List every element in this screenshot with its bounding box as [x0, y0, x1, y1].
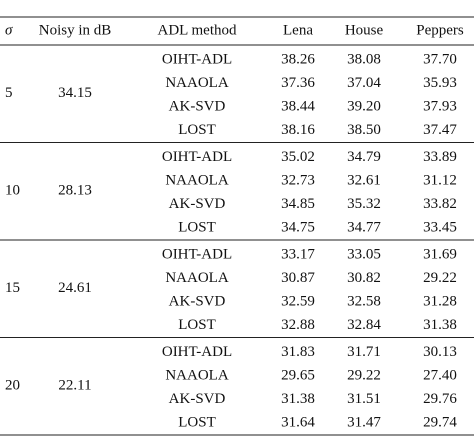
value-cell: 31.28	[423, 293, 457, 309]
value-cell: 37.47	[423, 122, 457, 138]
value-cell: 33.05	[347, 246, 381, 262]
value-cell: 31.83	[281, 344, 315, 360]
value-cell: 31.64	[281, 414, 315, 430]
value-cell: 30.13	[423, 344, 457, 360]
sigma-cell: 20	[5, 378, 20, 394]
value-cell: 33.89	[423, 149, 457, 165]
method-cell: NAAOLA	[165, 270, 228, 286]
header-cell: Peppers	[416, 22, 464, 38]
noisy-cell: 28.13	[58, 183, 92, 199]
value-cell: 33.17	[281, 246, 315, 262]
method-cell: OIHT-ADL	[162, 344, 232, 360]
value-cell: 35.02	[281, 149, 315, 165]
value-cell: 31.47	[347, 414, 381, 430]
method-cell: NAAOLA	[165, 172, 228, 188]
value-cell: 38.50	[347, 122, 381, 138]
value-cell: 39.20	[347, 98, 381, 114]
value-cell: 38.26	[281, 51, 315, 67]
method-cell: NAAOLA	[165, 75, 228, 91]
noisy-cell: 24.61	[58, 280, 92, 296]
method-cell: OIHT-ADL	[162, 51, 232, 67]
value-cell: 31.12	[423, 172, 457, 188]
header-cell: σ	[5, 22, 13, 38]
header-cell: Noisy in dB	[39, 22, 112, 38]
value-cell: 32.58	[347, 293, 381, 309]
method-cell: OIHT-ADL	[162, 246, 232, 262]
method-cell: AK-SVD	[169, 98, 226, 114]
sigma-cell: 15	[5, 280, 20, 296]
value-cell: 34.85	[281, 196, 315, 212]
value-cell: 35.93	[423, 75, 457, 91]
method-cell: AK-SVD	[169, 293, 226, 309]
value-cell: 38.16	[281, 122, 315, 138]
value-cell: 38.08	[347, 51, 381, 67]
value-cell: 32.88	[281, 317, 315, 333]
value-cell: 35.32	[347, 196, 381, 212]
value-cell: 30.87	[281, 270, 315, 286]
sigma-cell: 5	[5, 85, 13, 101]
value-cell: 33.82	[423, 196, 457, 212]
value-cell: 37.93	[423, 98, 457, 114]
value-cell: 38.44	[281, 98, 315, 114]
header-cell: ADL method	[157, 22, 237, 38]
method-cell: LOST	[178, 414, 216, 430]
method-cell: LOST	[178, 317, 216, 333]
value-cell: 32.61	[347, 172, 381, 188]
value-cell: 34.75	[281, 219, 315, 235]
value-cell: 37.70	[423, 51, 457, 67]
sigma-cell: 10	[5, 183, 20, 199]
value-cell: 31.38	[423, 317, 457, 333]
value-cell: 32.73	[281, 172, 315, 188]
value-cell: 29.22	[423, 270, 457, 286]
method-cell: OIHT-ADL	[162, 149, 232, 165]
value-cell: 31.69	[423, 246, 457, 262]
method-cell: AK-SVD	[169, 196, 226, 212]
value-cell: 37.04	[347, 75, 381, 91]
value-cell: 29.76	[423, 391, 457, 407]
header-cell: Lena	[283, 22, 313, 38]
noisy-cell: 22.11	[58, 378, 91, 394]
value-cell: 33.45	[423, 219, 457, 235]
value-cell: 31.51	[347, 391, 381, 407]
value-cell: 29.74	[423, 414, 457, 430]
value-cell: 32.84	[347, 317, 381, 333]
value-cell: 31.71	[347, 344, 381, 360]
value-cell: 27.40	[423, 367, 457, 383]
method-cell: LOST	[178, 122, 216, 138]
value-cell: 32.59	[281, 293, 315, 309]
value-cell: 30.82	[347, 270, 381, 286]
value-cell: 31.38	[281, 391, 315, 407]
value-cell: 29.65	[281, 367, 315, 383]
value-cell: 34.77	[347, 219, 381, 235]
method-cell: NAAOLA	[165, 367, 228, 383]
method-cell: LOST	[178, 219, 216, 235]
method-cell: AK-SVD	[169, 391, 226, 407]
value-cell: 34.79	[347, 149, 381, 165]
noisy-cell: 34.15	[58, 85, 92, 101]
header-cell: House	[345, 22, 384, 38]
value-cell: 37.36	[281, 75, 315, 91]
value-cell: 29.22	[347, 367, 381, 383]
